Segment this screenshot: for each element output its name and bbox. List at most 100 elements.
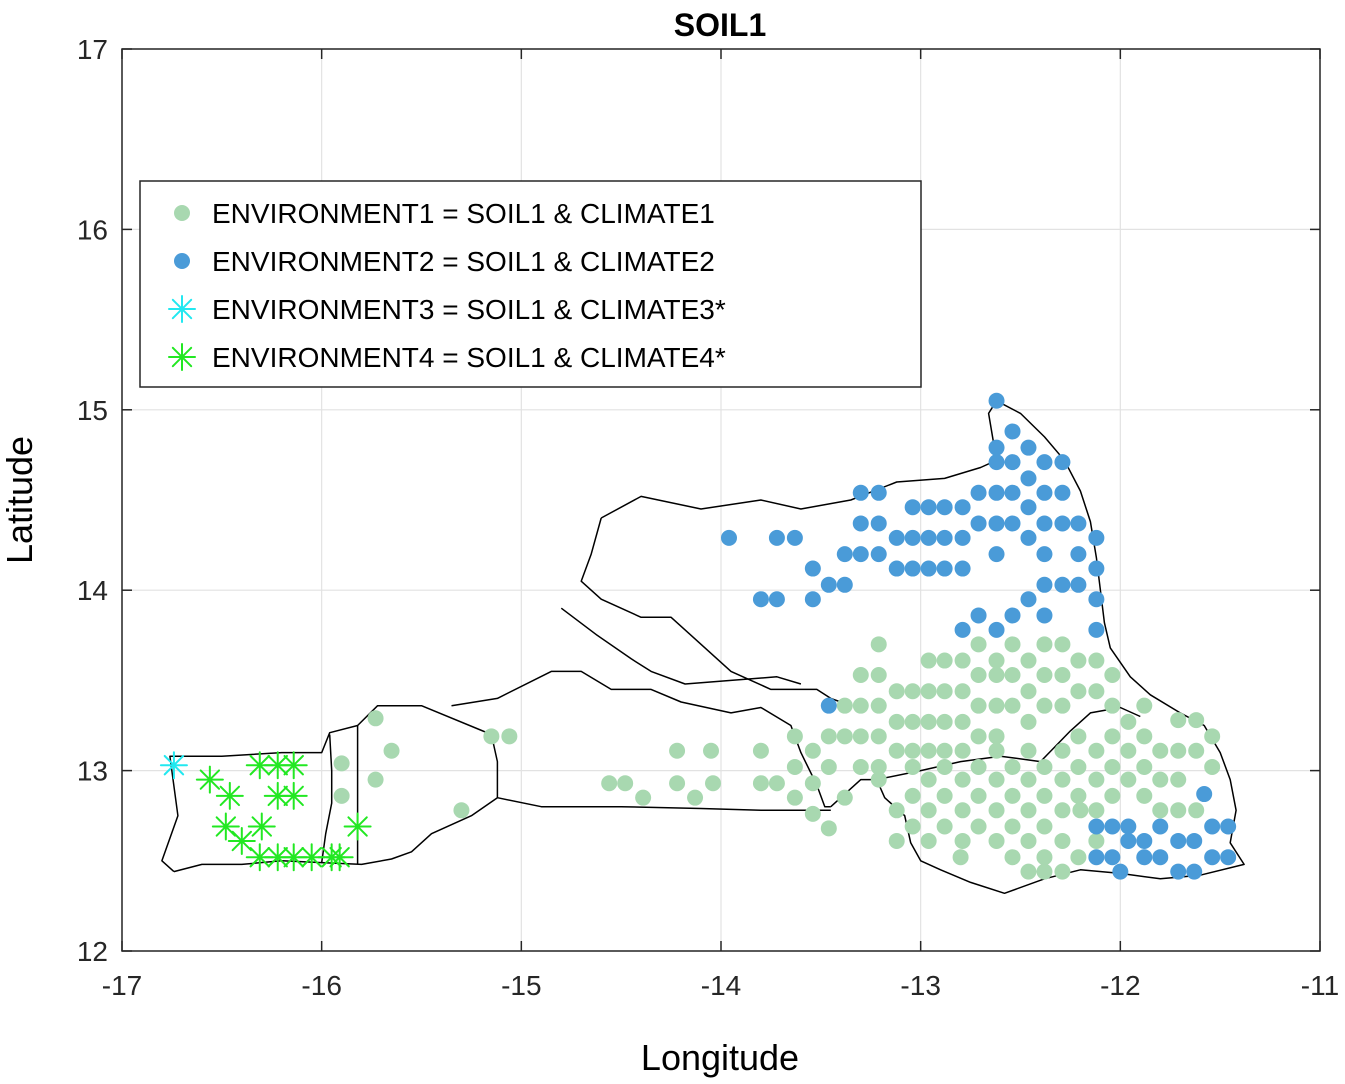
legend-marker-env3 (168, 295, 196, 323)
data-point-env2 (1196, 786, 1213, 803)
data-point-env2 (1036, 576, 1053, 593)
data-point-env1 (617, 775, 634, 792)
x-tick-label: -17 (102, 970, 142, 1001)
data-point-env1 (836, 789, 853, 806)
data-point-env1 (1054, 832, 1071, 849)
data-point-env1 (888, 683, 905, 700)
data-point-env1 (954, 802, 971, 819)
data-point-env2 (786, 529, 803, 546)
legend-label-env3: ENVIRONMENT3 = SOIL1 & CLIMATE3* (212, 294, 726, 325)
data-point-env1 (1120, 713, 1137, 730)
data-point-env1 (1036, 666, 1053, 683)
data-point-env1 (1070, 787, 1087, 804)
data-point-env2 (888, 560, 905, 577)
data-point-env1 (836, 697, 853, 714)
data-point-env2 (1088, 529, 1105, 546)
data-point-env1 (669, 775, 686, 792)
data-point-env1 (988, 728, 1005, 745)
data-point-env2 (1036, 454, 1053, 471)
data-point-env1 (988, 771, 1005, 788)
data-point-env1 (1036, 818, 1053, 835)
data-point-env1 (1020, 713, 1037, 730)
legend-marker-env4 (168, 343, 196, 371)
data-point-env2 (1054, 454, 1071, 471)
y-axis-label: Latitude (0, 436, 40, 564)
data-point-env2 (820, 697, 837, 714)
data-point-env1 (1070, 849, 1087, 866)
data-point-env1 (1204, 758, 1221, 775)
data-point-env2 (936, 560, 953, 577)
data-point-env2 (1020, 470, 1037, 487)
data-point-env2 (988, 454, 1005, 471)
data-point-env2 (1036, 515, 1053, 532)
data-point-env2 (954, 499, 971, 516)
data-point-env1 (970, 758, 987, 775)
data-point-env1 (904, 758, 921, 775)
data-point-env1 (1036, 849, 1053, 866)
data-point-env1 (752, 775, 769, 792)
data-point-env1 (836, 728, 853, 745)
legend-marker-env2 (174, 253, 190, 269)
data-point-env1 (988, 742, 1005, 759)
data-point-env1 (954, 771, 971, 788)
data-point-env2 (870, 515, 887, 532)
data-point-env1 (970, 666, 987, 683)
data-point-env1 (870, 771, 887, 788)
data-point-env1 (786, 758, 803, 775)
data-point-env2 (1112, 863, 1129, 880)
data-point-env2 (1220, 818, 1237, 835)
data-point-env1 (1054, 697, 1071, 714)
asterisk-stroke (267, 785, 288, 807)
data-point-env2 (1088, 560, 1105, 577)
data-point-env2 (1036, 607, 1053, 624)
data-point-env2 (970, 484, 987, 501)
data-point-env1 (1170, 802, 1187, 819)
data-point-env2 (852, 515, 869, 532)
data-point-env1 (820, 820, 837, 837)
data-point-env2 (988, 546, 1005, 563)
data-point-env2 (1186, 863, 1203, 880)
data-point-env1 (1070, 728, 1087, 745)
chart-title: SOIL1 (674, 7, 766, 43)
data-points (159, 392, 1237, 880)
data-point-env2 (888, 529, 905, 546)
data-point-env1 (936, 652, 953, 669)
data-point-env2 (1020, 439, 1037, 456)
data-point-env1 (1120, 771, 1137, 788)
data-point-env1 (1020, 742, 1037, 759)
data-point-env1 (920, 683, 937, 700)
data-point-env1 (786, 728, 803, 745)
data-point-env2 (988, 392, 1005, 409)
data-point-env1 (1054, 666, 1071, 683)
data-point-env1 (453, 802, 470, 819)
data-point-env4 (279, 751, 308, 780)
data-point-env2 (1120, 818, 1137, 835)
data-point-env1 (1004, 787, 1021, 804)
data-point-env1 (820, 728, 837, 745)
data-point-env2 (1004, 515, 1021, 532)
data-point-env1 (920, 713, 937, 730)
data-point-env2 (1104, 849, 1121, 866)
legend-marker-env1 (174, 205, 190, 221)
data-point-env1 (1020, 652, 1037, 669)
data-point-env1 (1104, 728, 1121, 745)
data-point-env1 (970, 697, 987, 714)
data-point-env1 (852, 728, 869, 745)
data-point-env1 (904, 818, 921, 835)
data-point-env1 (1088, 832, 1105, 849)
data-point-env2 (920, 529, 937, 546)
data-point-env1 (988, 832, 1005, 849)
data-point-env2 (1136, 849, 1153, 866)
data-point-env1 (1136, 787, 1153, 804)
data-point-env2 (1070, 576, 1087, 593)
data-point-env1 (1004, 636, 1021, 653)
data-point-env2 (1004, 607, 1021, 624)
data-point-env1 (669, 742, 686, 759)
asterisk-stroke (219, 785, 241, 807)
data-point-env1 (1004, 758, 1021, 775)
region-boundary-line (497, 796, 831, 812)
data-point-env2 (936, 499, 953, 516)
data-point-env1 (904, 787, 921, 804)
x-tick-label: -15 (501, 970, 541, 1001)
